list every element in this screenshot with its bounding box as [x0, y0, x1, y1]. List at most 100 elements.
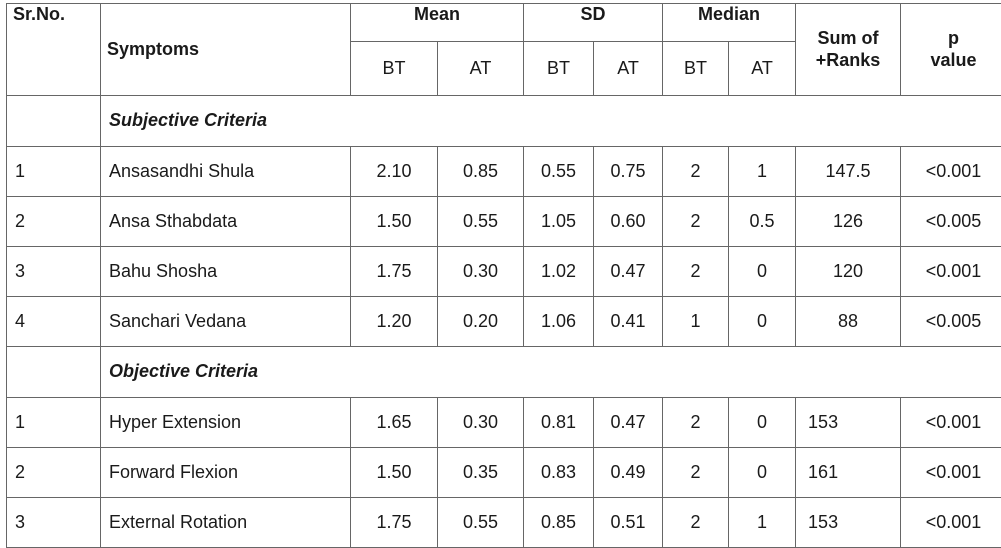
header-sd-at: AT	[593, 41, 664, 96]
cell-median-bt: 2	[662, 146, 730, 197]
cell-mean-bt: 1.50	[350, 196, 438, 247]
cell-sd-at: 0.47	[593, 246, 664, 297]
table-body: Subjective Criteria 1 Ansasandhi Shula 2.10…	[6, 95, 1001, 548]
table-row: 2 Ansa Sthabdata 1.50 0.55 1.05 0.60 2 0.5 126 <0…	[6, 196, 1001, 247]
cell-median-at: 0	[728, 246, 797, 297]
cell-sd-bt: 0.85	[523, 497, 595, 548]
cell-median-bt: 2	[662, 246, 730, 297]
cell-mean-bt: 1.65	[350, 397, 438, 448]
cell-median-at: 1	[728, 146, 797, 197]
header-sr-no: Sr.No.	[6, 3, 101, 96]
cell-sr-no: 3	[6, 497, 101, 548]
cell-symptom: Sanchari Vedana	[100, 296, 351, 347]
cell-symptom: Bahu Shosha	[100, 246, 351, 297]
section-label: Subjective Criteria	[99, 95, 1001, 147]
cell-sr-no: 1	[6, 397, 101, 448]
cell-mean-bt: 1.20	[350, 296, 438, 347]
cell-mean-bt: 1.75	[350, 246, 438, 297]
cell-symptom: Ansa Sthabdata	[100, 196, 351, 247]
cell-median-bt: 2	[662, 196, 730, 247]
header-row-sub: BT AT BT AT BT AT	[7, 41, 1001, 96]
cell-symptom: Ansasandhi Shula	[100, 146, 351, 197]
table-row: 3 Bahu Shosha 1.75 0.30 1.02 0.47 2 0 120 <0.001	[6, 246, 1001, 297]
cell-sum-ranks: 161	[795, 447, 902, 498]
cell-sum-ranks: 126	[795, 196, 902, 247]
header-sum-of: Sum of	[817, 27, 879, 48]
cell-mean-bt: 1.75	[350, 497, 438, 548]
cell-sr-no: 2	[6, 447, 101, 498]
cell-sr-no: 1	[6, 146, 101, 197]
cell-sr-no: 2	[6, 196, 101, 247]
cell-sd-bt: 0.55	[523, 146, 595, 197]
cell-sd-bt: 0.81	[523, 397, 595, 448]
cell-sum-ranks: 153	[795, 497, 902, 548]
cell-symptom: External Rotation	[100, 497, 351, 548]
cell-sd-at: 0.51	[593, 497, 664, 548]
cell-sum-ranks: 147.5	[795, 146, 902, 197]
cell-p-value: <0.005	[900, 296, 1001, 347]
header-row-top: Sr.No. Symptoms Mean SD Median Sum of +R…	[6, 3, 1001, 96]
table-row: 2 Forward Flexion 1.50 0.35 0.83 0.49 2 0 161 <0.…	[6, 447, 1001, 498]
header-p-value: p value	[900, 3, 1001, 96]
header-median-at: AT	[728, 41, 797, 96]
table-row: 4 Sanchari Vedana 1.20 0.20 1.06 0.41 1 0 88 <0.0…	[6, 296, 1001, 347]
section-blank-cell	[6, 95, 101, 147]
header-mean-at: AT	[436, 41, 525, 96]
cell-sd-at: 0.49	[593, 447, 664, 498]
header-sd-bt: BT	[523, 41, 595, 96]
header-mean-bt: BT	[350, 41, 438, 96]
cell-median-bt: 2	[662, 447, 730, 498]
header-median: Median	[662, 3, 797, 42]
cell-mean-bt: 1.50	[350, 447, 438, 498]
cell-median-at: 0.5	[728, 196, 797, 247]
table-row: 3 External Rotation 1.75 0.55 0.85 0.51 2 1 153 <…	[6, 497, 1001, 548]
cell-median-bt: 2	[662, 497, 730, 548]
cell-symptom: Hyper Extension	[100, 397, 351, 448]
cell-median-at: 0	[728, 397, 797, 448]
cell-sd-bt: 1.06	[523, 296, 595, 347]
section-label: Objective Criteria	[99, 346, 1001, 398]
header-mean: Mean	[349, 3, 525, 42]
cell-mean-at: 0.30	[436, 397, 525, 448]
cell-p-value: <0.001	[900, 246, 1001, 297]
cell-median-bt: 2	[662, 397, 730, 448]
cell-p-value: <0.005	[900, 196, 1001, 247]
cell-mean-at: 0.30	[436, 246, 525, 297]
cell-median-at: 1	[728, 497, 797, 548]
cell-sd-bt: 1.02	[523, 246, 595, 297]
cell-mean-at: 0.20	[436, 296, 525, 347]
cell-mean-at: 0.35	[436, 447, 525, 498]
header-p: p	[948, 27, 960, 48]
cell-p-value: <0.001	[900, 497, 1001, 548]
cell-median-at: 0	[728, 447, 797, 498]
header-median-bt: BT	[662, 41, 730, 96]
cell-sr-no: 3	[6, 246, 101, 297]
cell-sd-bt: 1.05	[523, 196, 595, 247]
cell-p-value: <0.001	[900, 146, 1001, 197]
header-sum-of-ranks: Sum of +Ranks	[795, 3, 902, 96]
cell-sd-at: 0.47	[593, 397, 664, 448]
cell-p-value: <0.001	[900, 447, 1001, 498]
cell-median-bt: 1	[662, 296, 730, 347]
cell-sd-at: 0.60	[593, 196, 664, 247]
section-row: Objective Criteria	[6, 346, 1001, 398]
cell-sum-ranks: 153	[795, 397, 902, 448]
cell-p-value: <0.001	[900, 397, 1001, 448]
cell-sd-bt: 0.83	[523, 447, 595, 498]
header-sd: SD	[523, 3, 664, 42]
cell-sum-ranks: 120	[795, 246, 902, 297]
section-blank-cell	[6, 346, 101, 398]
cell-symptom: Forward Flexion	[100, 447, 351, 498]
cell-sd-at: 0.41	[593, 296, 664, 347]
results-table: Sr.No. Symptoms Mean SD Median Sum of +R…	[6, 3, 1001, 548]
cell-mean-bt: 2.10	[350, 146, 438, 197]
header-symptoms: Symptoms	[100, 3, 351, 96]
header-plus-ranks: +Ranks	[815, 49, 881, 70]
cell-mean-at: 0.85	[436, 146, 525, 197]
cell-mean-at: 0.55	[436, 196, 525, 247]
cell-median-at: 0	[728, 296, 797, 347]
table-row: 1 Hyper Extension 1.65 0.30 0.81 0.47 2 0 153 <0.…	[6, 397, 1001, 448]
cell-sr-no: 4	[6, 296, 101, 347]
cell-sum-ranks: 88	[795, 296, 902, 347]
